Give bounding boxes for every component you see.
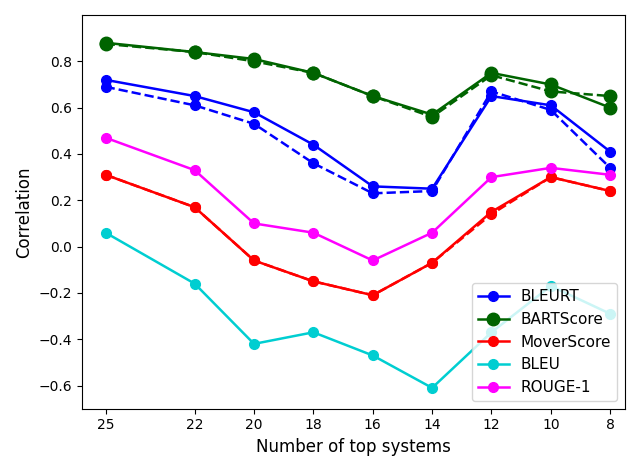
X-axis label: Number of top systems: Number of top systems <box>256 438 451 456</box>
Y-axis label: Correlation: Correlation <box>15 166 33 258</box>
Legend: BLEURT, BARTScore, MoverScore, BLEU, ROUGE-1: BLEURT, BARTScore, MoverScore, BLEU, ROU… <box>472 283 618 401</box>
